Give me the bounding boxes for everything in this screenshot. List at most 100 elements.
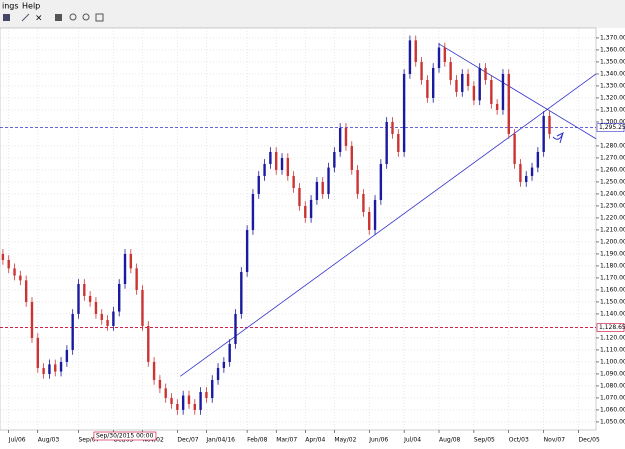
candle-body <box>530 167 534 176</box>
price-label-box <box>596 123 625 132</box>
menu-item[interactable]: Help <box>22 2 40 11</box>
y-tick-label: 1,230.00 <box>600 202 625 209</box>
candle-body <box>408 40 412 74</box>
y-tick-label: 1,150.00 <box>600 298 625 305</box>
candle-body <box>327 167 330 194</box>
cursor-label: Sep/30/2015 00:00 <box>96 433 154 440</box>
y-tick-label: 1,050.00 <box>600 418 625 425</box>
y-tick-label: 1,260.00 <box>600 166 625 173</box>
candle-body <box>379 163 383 200</box>
candle-body <box>147 325 150 362</box>
y-tick-label: 1,170.00 <box>600 274 625 281</box>
candle-body <box>71 313 74 350</box>
icon[interactable] <box>82 13 90 21</box>
candle-body <box>176 403 179 410</box>
candle-body <box>484 67 487 80</box>
candle-body <box>321 181 324 194</box>
icon[interactable] <box>95 13 104 22</box>
candle-body <box>222 361 226 368</box>
candle-body <box>7 259 10 269</box>
candle-body <box>298 187 301 206</box>
x-tick-label: May/02 <box>334 437 356 444</box>
y-tick-label: 1,330.00 <box>600 82 625 89</box>
cursor-label-box <box>93 431 157 441</box>
candle-body <box>48 364 51 374</box>
y-tick-label: 1,280.00 <box>600 142 625 149</box>
candle-body <box>495 103 499 110</box>
candle-body <box>135 268 138 290</box>
x-tick-label: Mar/07 <box>276 437 297 444</box>
x-tick-label: Sep/07 <box>78 437 99 444</box>
candle-body <box>478 67 481 101</box>
candle-body <box>391 121 394 134</box>
candle-body <box>280 157 284 170</box>
y-tick-label: 1,200.00 <box>600 238 625 245</box>
icon[interactable] <box>21 13 30 22</box>
x-tick-label: Feb/08 <box>247 437 267 444</box>
x-tick-label: Apr/04 <box>305 437 325 444</box>
icon[interactable] <box>3 14 10 21</box>
x-tick-label: Aug/08 <box>439 437 461 444</box>
candle-body <box>525 175 528 182</box>
candle-body <box>36 337 39 368</box>
trendline <box>180 73 597 377</box>
y-tick-label: 1,160.00 <box>600 286 625 293</box>
candle-body <box>65 349 69 362</box>
candle-body <box>536 151 540 168</box>
candle-body <box>350 145 353 170</box>
candle-body <box>193 403 196 410</box>
x-tick-label: Dec/05 <box>579 437 600 444</box>
candle-body <box>420 61 423 80</box>
candle-body <box>263 163 266 176</box>
candle-body <box>426 79 429 98</box>
menu-item[interactable]: ings <box>2 2 19 11</box>
y-tick-label: 1,190.00 <box>600 250 625 257</box>
y-tick-label: 1,140.00 <box>600 310 625 317</box>
candle-body <box>414 40 417 62</box>
candle-body <box>94 301 98 314</box>
candle-body <box>54 364 57 372</box>
y-tick-label: 1,080.00 <box>600 382 625 389</box>
candle-body <box>152 361 156 380</box>
candle-body <box>106 319 109 326</box>
candle-body <box>519 163 522 182</box>
candle-body <box>24 280 28 302</box>
candle-body <box>1 253 5 260</box>
candle-body <box>88 295 92 302</box>
candle-body <box>292 175 295 188</box>
price-label: 1,295.25 <box>599 124 625 131</box>
x-tick-label: Aug/03 <box>38 437 60 444</box>
y-tick-label: 1,360.00 <box>600 46 625 53</box>
candle-body <box>466 73 470 86</box>
y-tick-label: 1,250.00 <box>600 178 625 185</box>
candle-body <box>199 391 202 410</box>
y-tick-label: 1,340.00 <box>600 70 625 77</box>
candle-body <box>158 379 162 389</box>
icon[interactable] <box>69 13 77 21</box>
candle-body <box>449 61 452 80</box>
toolbar <box>0 0 625 28</box>
candle-body <box>269 151 272 164</box>
candle-body <box>42 367 45 374</box>
arrow <box>552 132 564 144</box>
plot-area <box>0 27 597 431</box>
candle-body <box>315 181 319 200</box>
candle-body <box>490 79 493 104</box>
candle-body <box>205 391 208 398</box>
candle-body <box>437 47 441 68</box>
candle-body <box>245 229 249 272</box>
candle-body <box>181 395 185 410</box>
icon[interactable] <box>55 14 62 21</box>
candle-body <box>251 193 255 230</box>
candle-body <box>100 313 103 320</box>
candle-body <box>455 79 458 92</box>
candle-body <box>123 253 127 284</box>
candle-body <box>59 361 63 372</box>
candle-body <box>234 313 237 344</box>
candle-body <box>187 395 191 404</box>
icon[interactable]: × <box>35 14 43 24</box>
toolbar-icons: × <box>3 13 104 24</box>
candle-body <box>164 388 167 398</box>
